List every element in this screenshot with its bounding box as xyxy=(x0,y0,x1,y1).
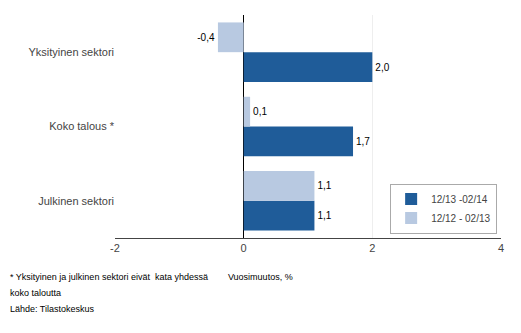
svg-text:-0,4: -0,4 xyxy=(197,32,215,43)
svg-text:2: 2 xyxy=(369,242,375,254)
svg-text:4: 4 xyxy=(498,242,504,254)
svg-text:0,1: 0,1 xyxy=(253,106,267,117)
svg-text:12/12 - 02/13: 12/12 - 02/13 xyxy=(431,213,490,224)
svg-text:Julkinen sektori: Julkinen sektori xyxy=(38,195,114,207)
svg-text:Koko talous *: Koko talous * xyxy=(49,120,115,132)
svg-text:12/13 -02/14: 12/13 -02/14 xyxy=(431,194,488,205)
svg-text:1,1: 1,1 xyxy=(317,210,331,221)
svg-text:koko taloutta: koko taloutta xyxy=(10,288,61,298)
svg-text:Yksityinen sektori: Yksityinen sektori xyxy=(28,46,114,58)
svg-text:-2: -2 xyxy=(110,242,120,254)
svg-text:1,1: 1,1 xyxy=(317,180,331,191)
svg-text:2,0: 2,0 xyxy=(375,62,389,73)
svg-text:0: 0 xyxy=(241,242,247,254)
svg-text:* Yksityinen ja julkinen sekto: * Yksityinen ja julkinen sektori eivät k… xyxy=(10,272,293,282)
svg-text:1,7: 1,7 xyxy=(356,136,370,147)
svg-text:Lähde: Tilastokeskus: Lähde: Tilastokeskus xyxy=(10,304,95,314)
